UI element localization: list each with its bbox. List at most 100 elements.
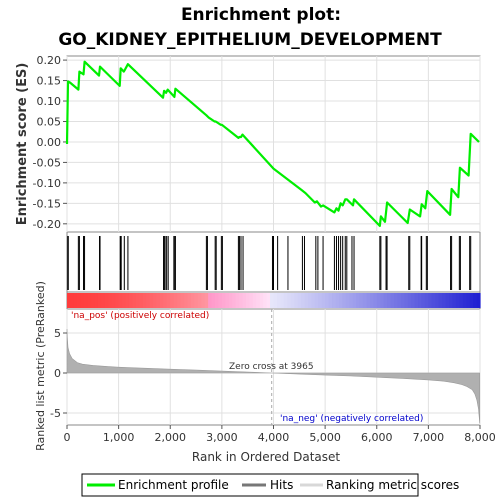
zero-cross-label: Zero cross at 3965: [229, 362, 314, 372]
neg-correlated-label: 'na_neg' (negatively correlated): [280, 414, 423, 424]
x-ticks: 0 1,000 2,000 3,000 4,000 5,000 6,000 7,000 8,00…: [64, 425, 496, 444]
ranking-bar-segment: [94, 293, 99, 308]
ranking-bar-segment: [204, 293, 209, 308]
ranking-bar-segment: [259, 293, 264, 308]
ranking-bar-segment: [73, 293, 78, 308]
ranking-bar-segment: [187, 293, 192, 308]
ranking-bar-segment: [283, 293, 288, 308]
ranking-bar-segment: [146, 293, 151, 308]
ranking-bar-segment: [418, 293, 423, 308]
es-tick-label: -0.15: [33, 197, 61, 210]
es-tick-label: 0.10: [37, 95, 62, 108]
ranking-bar-segment: [211, 293, 216, 308]
ranking-bar-segment: [208, 293, 213, 308]
ranking-bar-segment: [197, 293, 202, 308]
ranking-bar-segment: [163, 293, 168, 308]
ranking-bar-segment: [201, 293, 206, 308]
ranking-bar-segment: [301, 293, 306, 308]
ranking-bar-segment: [166, 293, 171, 308]
ranking-bar-segment: [332, 293, 337, 308]
ranking-bar-segment: [390, 293, 395, 308]
ranking-bar-segment: [328, 293, 333, 308]
ranking-bar-segment: [122, 293, 127, 308]
ranking-bar-segment: [455, 293, 460, 308]
ranking-bar-segment: [149, 293, 154, 308]
ranking-bar-segment: [380, 293, 385, 308]
es-tick-label: 0.00: [37, 136, 62, 149]
ranking-bar-segment: [404, 293, 409, 308]
es-line-layer: [65, 60, 480, 227]
ranking-bar-segment: [338, 293, 343, 308]
ranking-bar-segment: [321, 293, 326, 308]
ranking-bar-segment: [249, 293, 254, 308]
ranking-bar-segment: [214, 293, 220, 308]
ranking-bar-segment: [245, 293, 251, 308]
ranking-bar-segment: [476, 293, 481, 308]
ranking-bar-segment: [80, 293, 85, 308]
metric-tick-label: -5: [50, 407, 61, 420]
ranking-bar-segment: [239, 293, 244, 308]
metric-tick-label: 5: [54, 327, 61, 340]
ranking-bar-segment: [228, 293, 233, 308]
ranking-bar-segment: [170, 293, 175, 308]
ranking-bar-segment: [221, 293, 226, 308]
ranking-bar-segment: [139, 293, 144, 308]
ranking-bar-segment: [70, 293, 75, 308]
ranking-bar-segment: [159, 293, 164, 308]
ranking-bar-segment: [290, 293, 295, 308]
ranking-bar-segment: [101, 293, 106, 308]
x-axis-title: Rank in Ordered Dataset: [192, 450, 340, 464]
es-tick-label: 0.20: [37, 54, 62, 67]
ranking-bar-segment: [473, 293, 478, 308]
ranking-bar-segment: [438, 293, 443, 308]
x-tick-label: 3,000: [206, 431, 238, 444]
ranking-bar-segment: [307, 293, 312, 308]
ranking-bar-segment: [376, 293, 381, 308]
ranking-bar-segment: [252, 293, 257, 308]
ranking-bar-segment: [345, 293, 350, 308]
ranking-bar-segment: [311, 293, 316, 308]
ranking-bar-segment: [194, 293, 199, 308]
ranking-bar-segment: [424, 293, 429, 308]
es-gridlines: [66, 56, 481, 232]
es-y-ticks: 0.20 0.15 0.10 0.05 0.00 -0.05 -0.10 -0.15 -0.20: [33, 54, 67, 231]
ranking-bar-segment: [366, 293, 371, 308]
pos-correlated-label: 'na_pos' (positively correlated): [71, 311, 209, 321]
ranking-bar-segment: [173, 293, 178, 308]
legend-hits-label: Hits: [270, 478, 293, 492]
ranking-bar-segment: [280, 293, 285, 308]
ranking-bar-segment: [266, 293, 271, 308]
ranking-bar-segment: [397, 293, 402, 308]
ranking-bar-segment: [108, 293, 113, 308]
ranking-bar-segment: [466, 293, 471, 308]
ranking-bar-segment: [177, 293, 182, 308]
ranking-bar-segment: [263, 293, 268, 308]
ranking-bar-segment: [128, 293, 133, 308]
metric-layer: [66, 328, 480, 424]
es-tick-label: -0.05: [33, 156, 61, 169]
ranking-bar-segment: [132, 293, 137, 308]
ranking-bar-segment: [111, 293, 116, 308]
ranking-bar-segment: [276, 293, 281, 308]
ranking-bar-segment: [218, 293, 223, 308]
ranking-bar-segment: [414, 293, 419, 308]
x-tick-label: 1,000: [103, 431, 135, 444]
ranking-bar-segment: [180, 293, 185, 308]
ranking-bar-segment: [349, 293, 354, 308]
hits-layer: [67, 236, 472, 290]
legend-enrichment-label: Enrichment profile: [118, 478, 229, 492]
es-tick-label: -0.10: [33, 177, 61, 190]
ranking-bar-segment: [325, 293, 330, 308]
ranking-bar-segment: [462, 293, 467, 308]
ranking-bar-segment: [383, 293, 388, 308]
legend: Enrichment profile Hits Ranking metric s…: [81, 473, 459, 497]
es-y-axis-title: Enrichment score (ES): [15, 63, 30, 226]
legend-metric-label: Ranking metric scores: [326, 478, 459, 492]
es-tick-label: 0.05: [37, 115, 62, 128]
x-tick-label: 4,000: [258, 431, 290, 444]
ranking-bar-segment: [431, 293, 436, 308]
ranking-bar-segment: [294, 293, 299, 308]
x-tick-label: 2,000: [155, 431, 187, 444]
ranking-color-bar: [67, 293, 481, 308]
